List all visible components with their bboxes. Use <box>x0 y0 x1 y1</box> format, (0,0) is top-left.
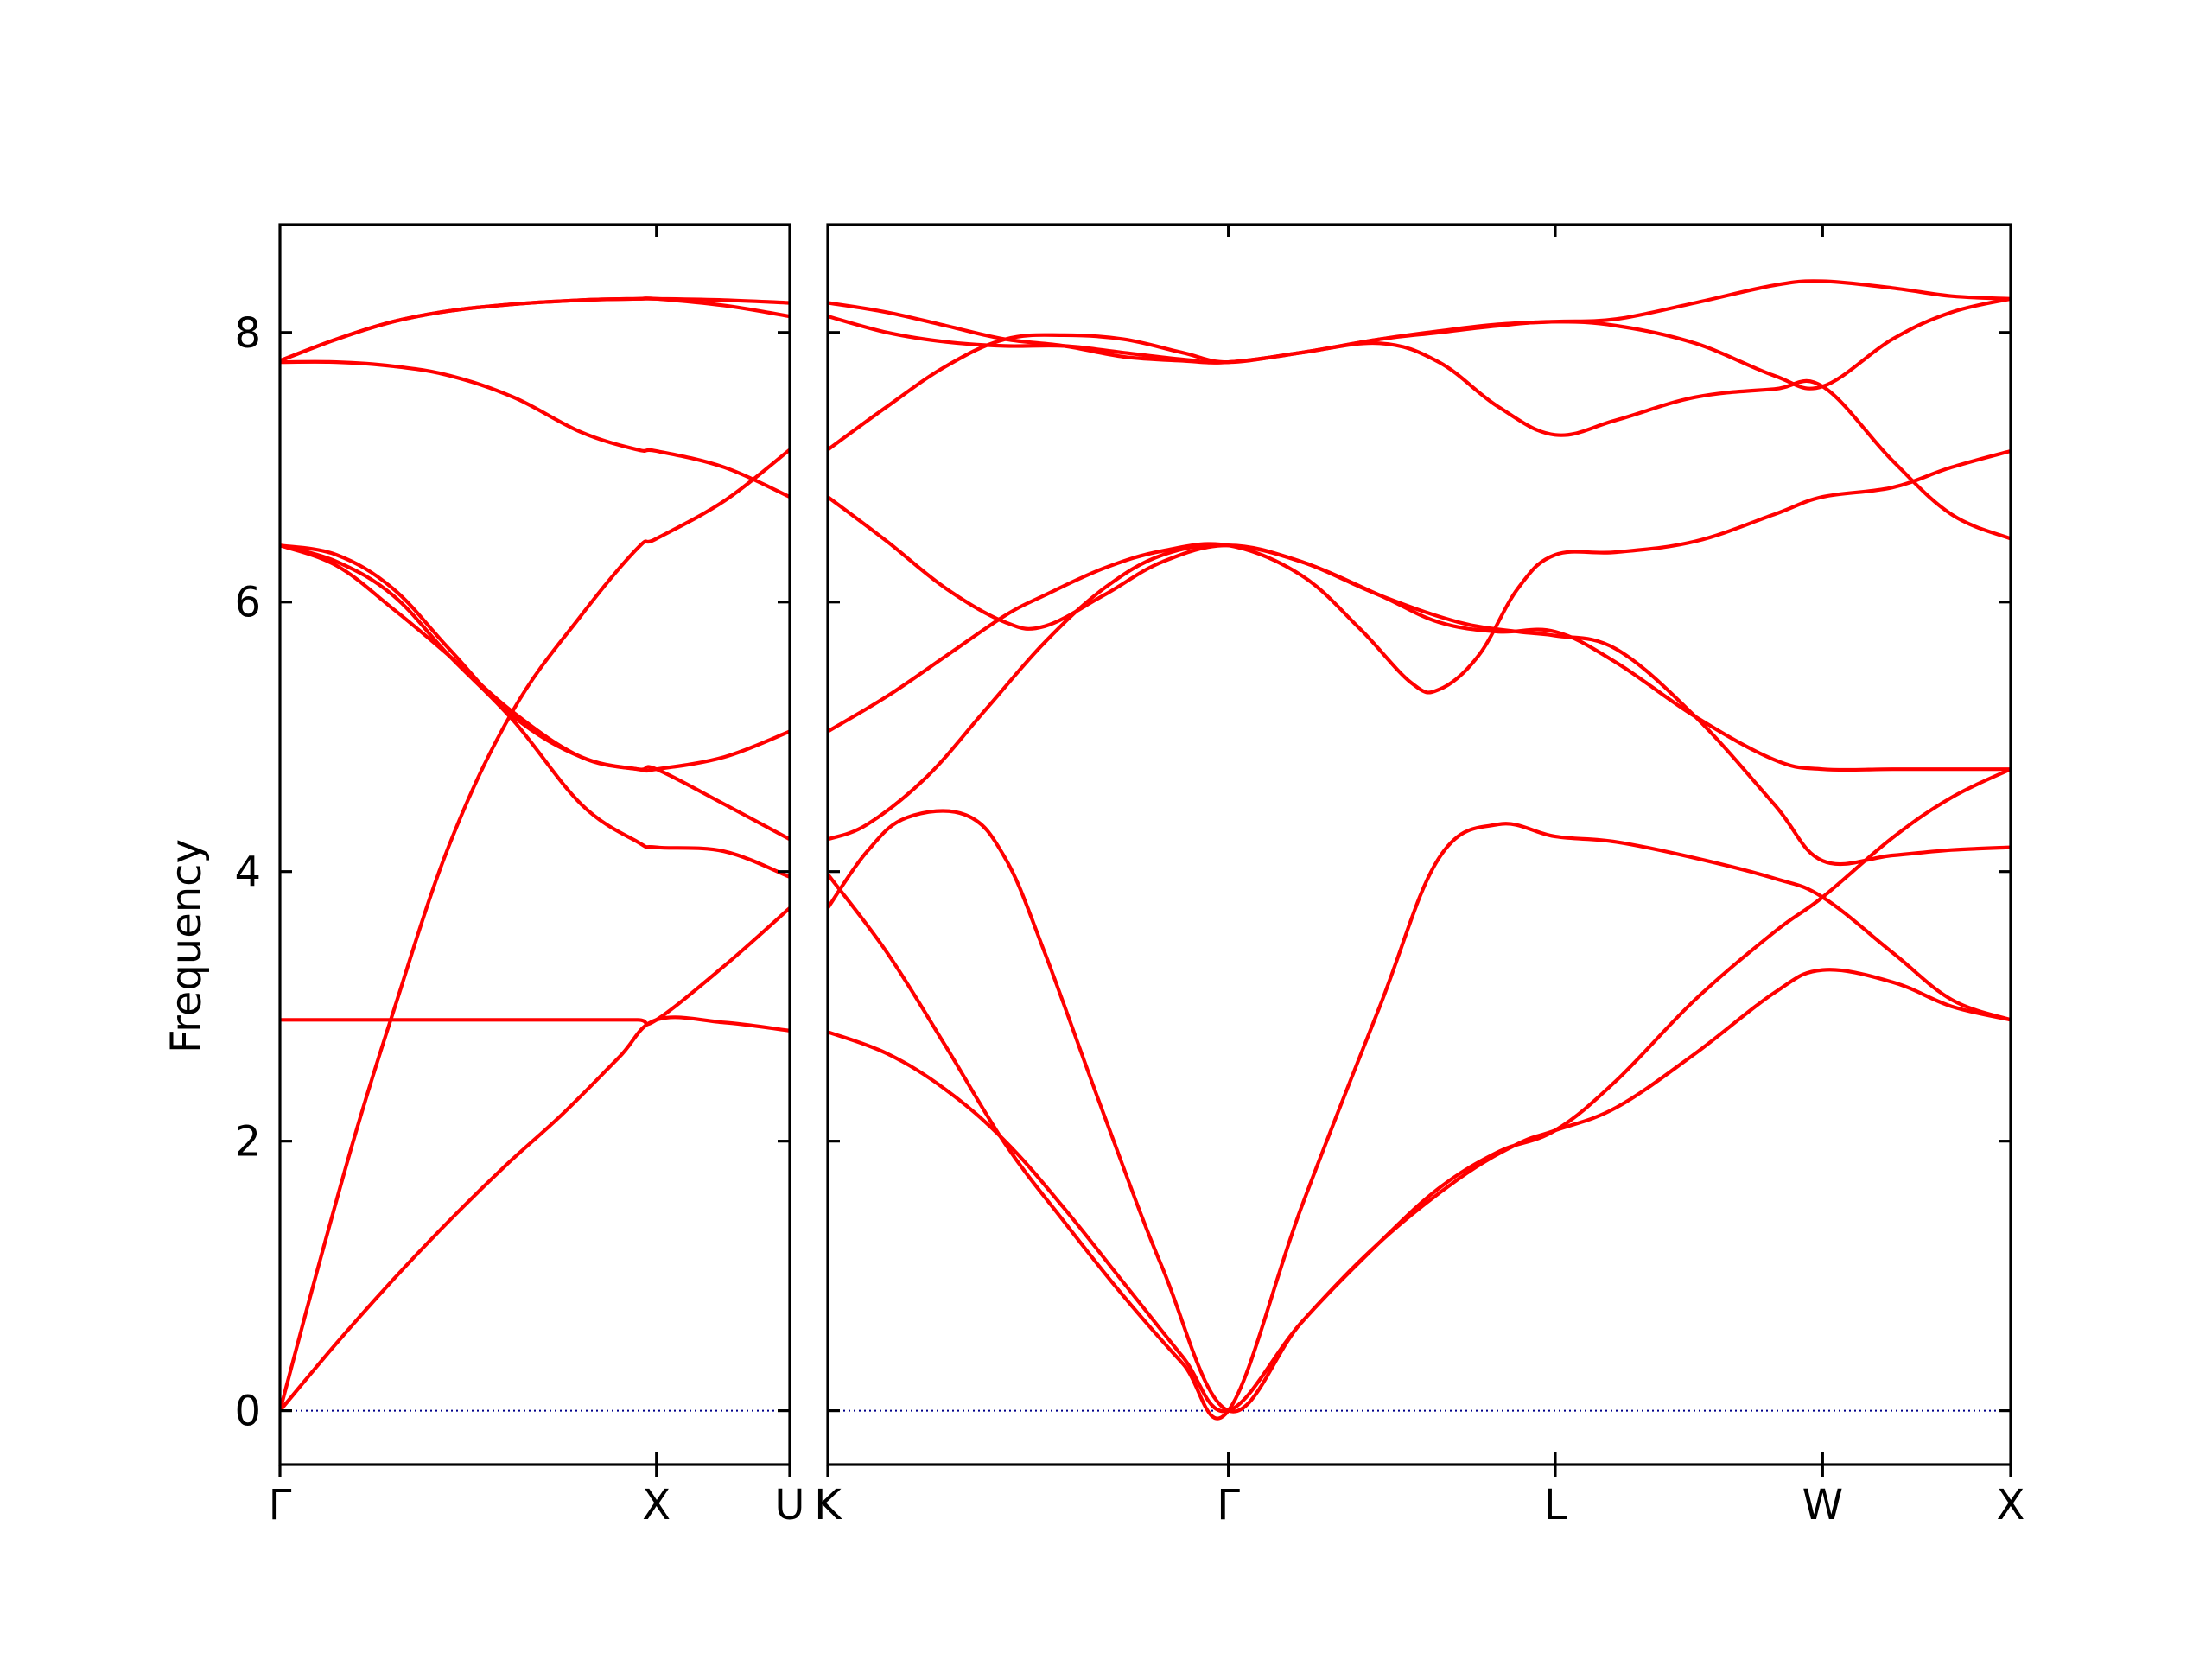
x-tick-label: Γ <box>1217 1481 1240 1529</box>
band-line-9 <box>828 279 2011 365</box>
y-tick-label: 2 <box>234 1118 261 1166</box>
y-tick-label: 8 <box>234 309 261 358</box>
band-line-4 <box>280 543 790 773</box>
panel-gamma-x-u: 0 2 4 6 8 Γ X U <box>234 223 805 1529</box>
band-line-3 <box>280 543 790 879</box>
band-line-9 <box>280 296 790 363</box>
band-line-6 <box>280 906 790 1027</box>
band-line-7 <box>280 359 790 499</box>
band-line-5 <box>280 543 790 842</box>
band-line-5 <box>828 448 2011 734</box>
band-line-3 <box>828 767 2011 1414</box>
band-line-1 <box>280 1015 790 1413</box>
x-tick-label: W <box>1802 1481 1843 1529</box>
x-tick-label: L <box>1544 1481 1567 1529</box>
band-line-8 <box>280 296 790 363</box>
band-line-6 <box>828 495 2011 867</box>
panel-frame <box>826 223 2012 1466</box>
band-line-4 <box>828 543 2011 842</box>
band-line-2 <box>828 822 2011 1421</box>
bands <box>828 279 2011 1421</box>
panel-frame <box>278 223 791 1466</box>
x-tick-label: K <box>814 1481 842 1529</box>
y-axis-label: Frequency <box>162 839 211 1053</box>
band-line-2 <box>280 448 790 1413</box>
x-tick-label: X <box>642 1481 671 1529</box>
x-tick-label: U <box>774 1481 804 1529</box>
x-tick-label: X <box>1997 1481 2025 1529</box>
chart-panels: 0 2 4 6 8 Γ X U K Γ L W X <box>234 223 2025 1529</box>
bands <box>280 296 790 1413</box>
band-line-1 <box>828 968 2011 1414</box>
y-tick-label: 6 <box>234 579 261 627</box>
y-tick-label: 4 <box>234 849 261 897</box>
x-tick-label: Γ <box>269 1481 292 1529</box>
band-line-8 <box>828 296 2011 391</box>
y-tick-label: 0 <box>234 1388 261 1436</box>
band-line-7 <box>828 333 2011 541</box>
